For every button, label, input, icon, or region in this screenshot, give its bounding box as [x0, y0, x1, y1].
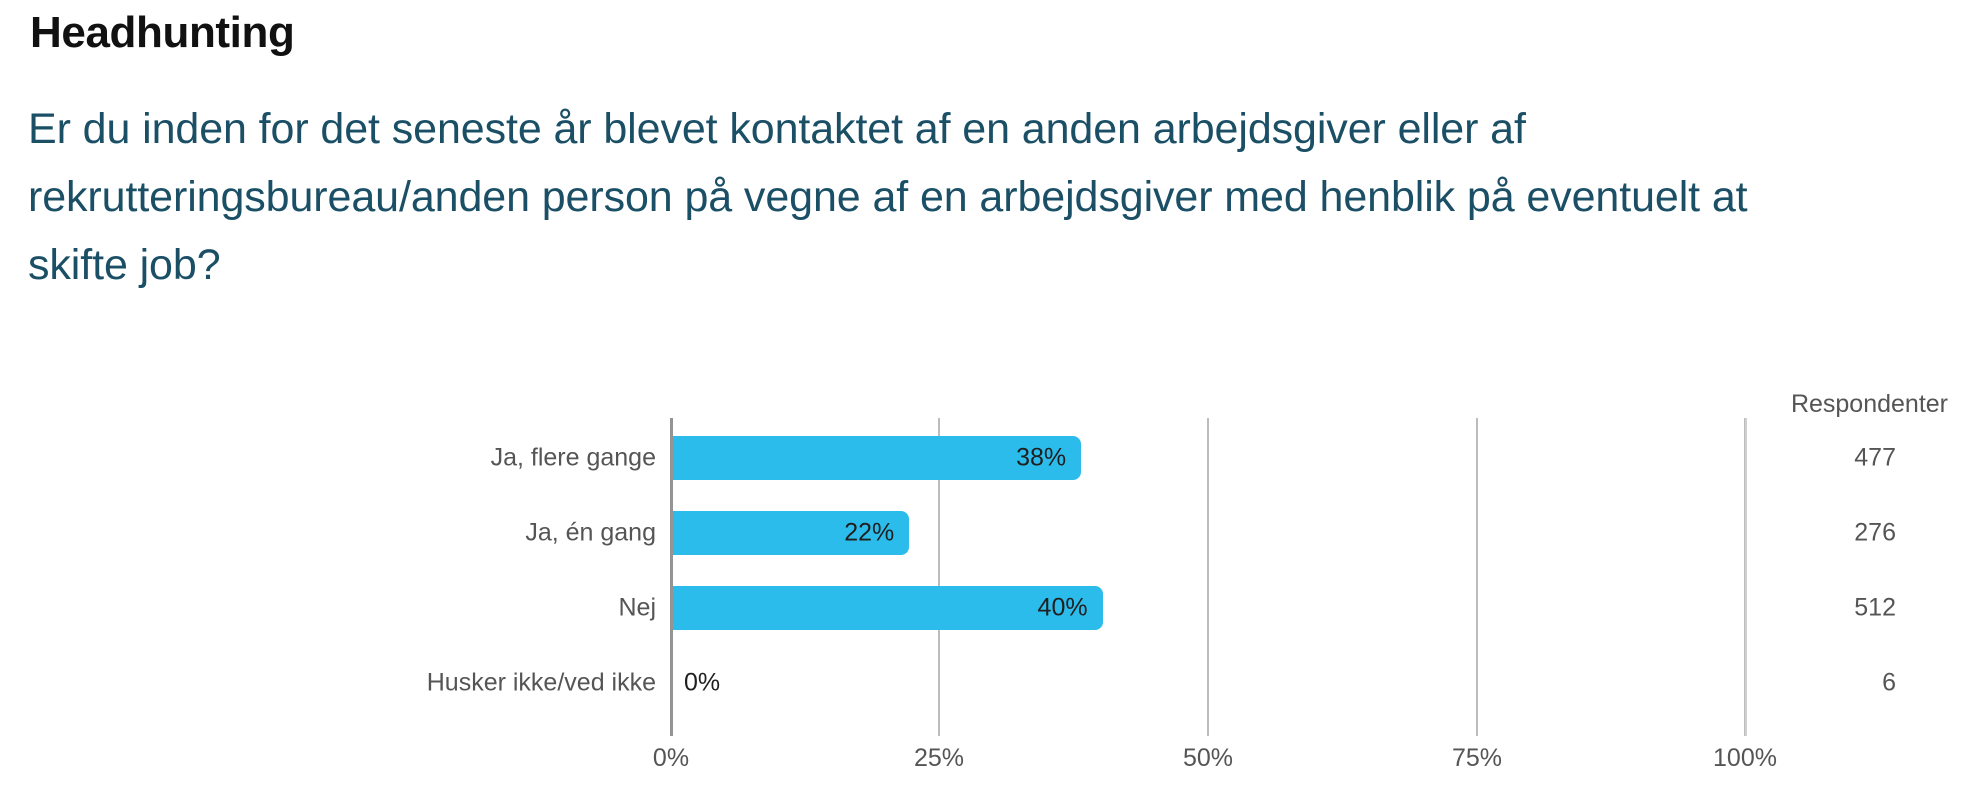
gridline-25 [938, 418, 940, 736]
category-label-1: Ja, én gang [525, 518, 656, 547]
bar-value-1: 22% [844, 518, 895, 547]
category-label-3: Husker ikke/ved ikke [426, 668, 656, 697]
respondents-value-2: 512 [1854, 593, 1896, 622]
gridline-0 [670, 418, 673, 736]
xtick-label-3: 75% [1451, 744, 1503, 772]
bar-1[interactable] [673, 511, 910, 555]
gridline-100 [1744, 418, 1746, 736]
bar-value-3: 0% [684, 668, 721, 697]
gridline-75 [1476, 418, 1478, 736]
xtick-label-1: 25% [913, 744, 965, 772]
question-text: Er du inden for det seneste år blevet ko… [28, 105, 1748, 289]
xtick-label-4: 100% [1713, 744, 1777, 772]
xtick-label-2: 50% [1182, 744, 1234, 772]
category-label-2: Nej [618, 593, 656, 622]
bar-value-2: 40% [1037, 593, 1088, 622]
page-title: Headhunting [30, 8, 295, 57]
plot-area [670, 418, 1746, 736]
respondents-value-1: 276 [1854, 518, 1896, 547]
xtick-label-0: 0% [652, 744, 690, 772]
bar-value-0: 38% [1016, 443, 1067, 472]
bar-0[interactable] [673, 436, 1082, 480]
bar-2[interactable] [673, 586, 1103, 630]
category-label-0: Ja, flere gange [490, 443, 656, 472]
respondents-divider [1745, 418, 1747, 736]
respondents-value-3: 6 [1882, 668, 1896, 697]
gridline-50 [1207, 418, 1209, 736]
respondents-header: Respondenter [1790, 390, 1948, 418]
respondents-value-0: 477 [1854, 443, 1896, 472]
